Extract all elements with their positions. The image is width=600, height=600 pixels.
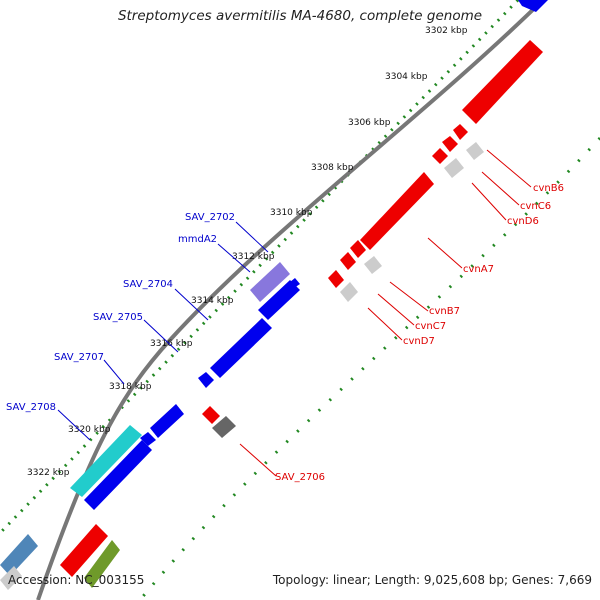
genome-backbone <box>36 0 545 600</box>
tick-label: 3310 kbp <box>270 208 313 218</box>
gene-SAV_2707[interactable] <box>150 404 184 438</box>
tick-labels: 3302 kbp 3304 kbp 3306 kbp 3308 kbp 3310… <box>27 26 468 478</box>
gene-SAV_2704[interactable] <box>258 280 300 320</box>
gene-mmdA2[interactable] <box>250 262 290 302</box>
label-SAV_2707[interactable]: SAV_2707 <box>54 352 104 363</box>
gene-cvn-gray2[interactable] <box>444 158 464 178</box>
tick-label: 3314 kbp <box>191 296 234 306</box>
gene-cvnC6[interactable] <box>442 136 458 152</box>
tick-label: 3316 kbp <box>150 339 193 349</box>
gene-blue-mid[interactable] <box>140 432 156 446</box>
gene-olive[interactable] <box>84 540 120 588</box>
gene-red-top[interactable] <box>462 40 543 124</box>
tick-label: 3322 kbp <box>27 468 70 478</box>
inner-tick-arc <box>138 136 600 600</box>
gene-red-bottom[interactable] <box>60 524 108 577</box>
label-cvnC7[interactable]: cvnC7 <box>415 321 446 332</box>
genome-title: Streptomyces avermitilis MA-4680, comple… <box>117 8 483 24</box>
gene-cvn-left[interactable] <box>432 148 448 164</box>
gene-cvn-red3[interactable] <box>328 270 344 288</box>
tick-label: 3306 kbp <box>348 118 391 128</box>
gene-steelblue[interactable] <box>0 534 38 576</box>
gene-SAV_2708[interactable] <box>70 425 142 497</box>
gene-blue-long[interactable] <box>84 440 152 510</box>
outer-tick-arc <box>0 0 520 535</box>
gene-cvnB6[interactable] <box>453 124 468 140</box>
label-SAV_2702[interactable]: SAV_2702 <box>185 212 235 223</box>
genome-summary-text: Topology: linear; Length: 9,025,608 bp; … <box>272 573 592 587</box>
blue-gene-labels: SAV_2702 mmdA2 SAV_2704 SAV_2705 SAV_270… <box>6 212 235 413</box>
red-gene-labels: cvnB6 cvnC6 cvnD6 cvnA7 cvnB7 cvnC7 cvnD… <box>275 183 564 483</box>
gene-cvnD6-gray[interactable] <box>466 142 484 160</box>
gene-cvnD7-gray[interactable] <box>364 256 382 274</box>
label-cvnB7[interactable]: cvnB7 <box>429 306 460 317</box>
label-cvnA7[interactable]: cvnA7 <box>463 264 494 275</box>
label-cvnD7[interactable]: cvnD7 <box>403 336 435 347</box>
forward-strand-features <box>0 0 548 590</box>
gene-cvn-gray3[interactable] <box>340 282 358 302</box>
gene-top-blue[interactable] <box>518 0 548 12</box>
label-cvnB6[interactable]: cvnB6 <box>533 183 564 194</box>
tick-label: 3320 kbp <box>68 425 111 435</box>
label-mmdA2[interactable]: mmdA2 <box>178 234 217 245</box>
tick-label: 3304 kbp <box>385 72 428 82</box>
label-SAV_2705[interactable]: SAV_2705 <box>93 312 143 323</box>
label-cvnC6[interactable]: cvnC6 <box>520 201 551 212</box>
gene-light-gray[interactable] <box>0 566 22 590</box>
blue-leader-lines <box>57 221 269 441</box>
gene-cvnA7[interactable] <box>360 172 434 250</box>
gene-small-blue[interactable] <box>198 372 214 388</box>
label-cvnD6[interactable]: cvnD6 <box>507 216 539 227</box>
gene-cvnB7[interactable] <box>350 240 366 258</box>
label-SAV_2708[interactable]: SAV_2708 <box>6 402 56 413</box>
gene-SAV_2705[interactable] <box>210 318 272 378</box>
label-SAV_2706[interactable]: SAV_2706 <box>275 472 325 483</box>
reverse-strand-features <box>60 40 543 588</box>
accession-text: Accession: NC_003155 <box>8 573 145 587</box>
red-leader-lines <box>239 149 532 477</box>
tick-label: 3308 kbp <box>311 163 354 173</box>
tick-label: 3318 kbp <box>109 382 152 392</box>
tick-label: 3302 kbp <box>425 26 468 36</box>
tick-label: 3312 kbp <box>232 252 275 262</box>
label-SAV_2704[interactable]: SAV_2704 <box>123 279 173 290</box>
gene-cvnC7[interactable] <box>340 252 356 270</box>
gene-dark-gray[interactable] <box>212 416 236 438</box>
gene-SAV_2706[interactable] <box>202 406 220 424</box>
